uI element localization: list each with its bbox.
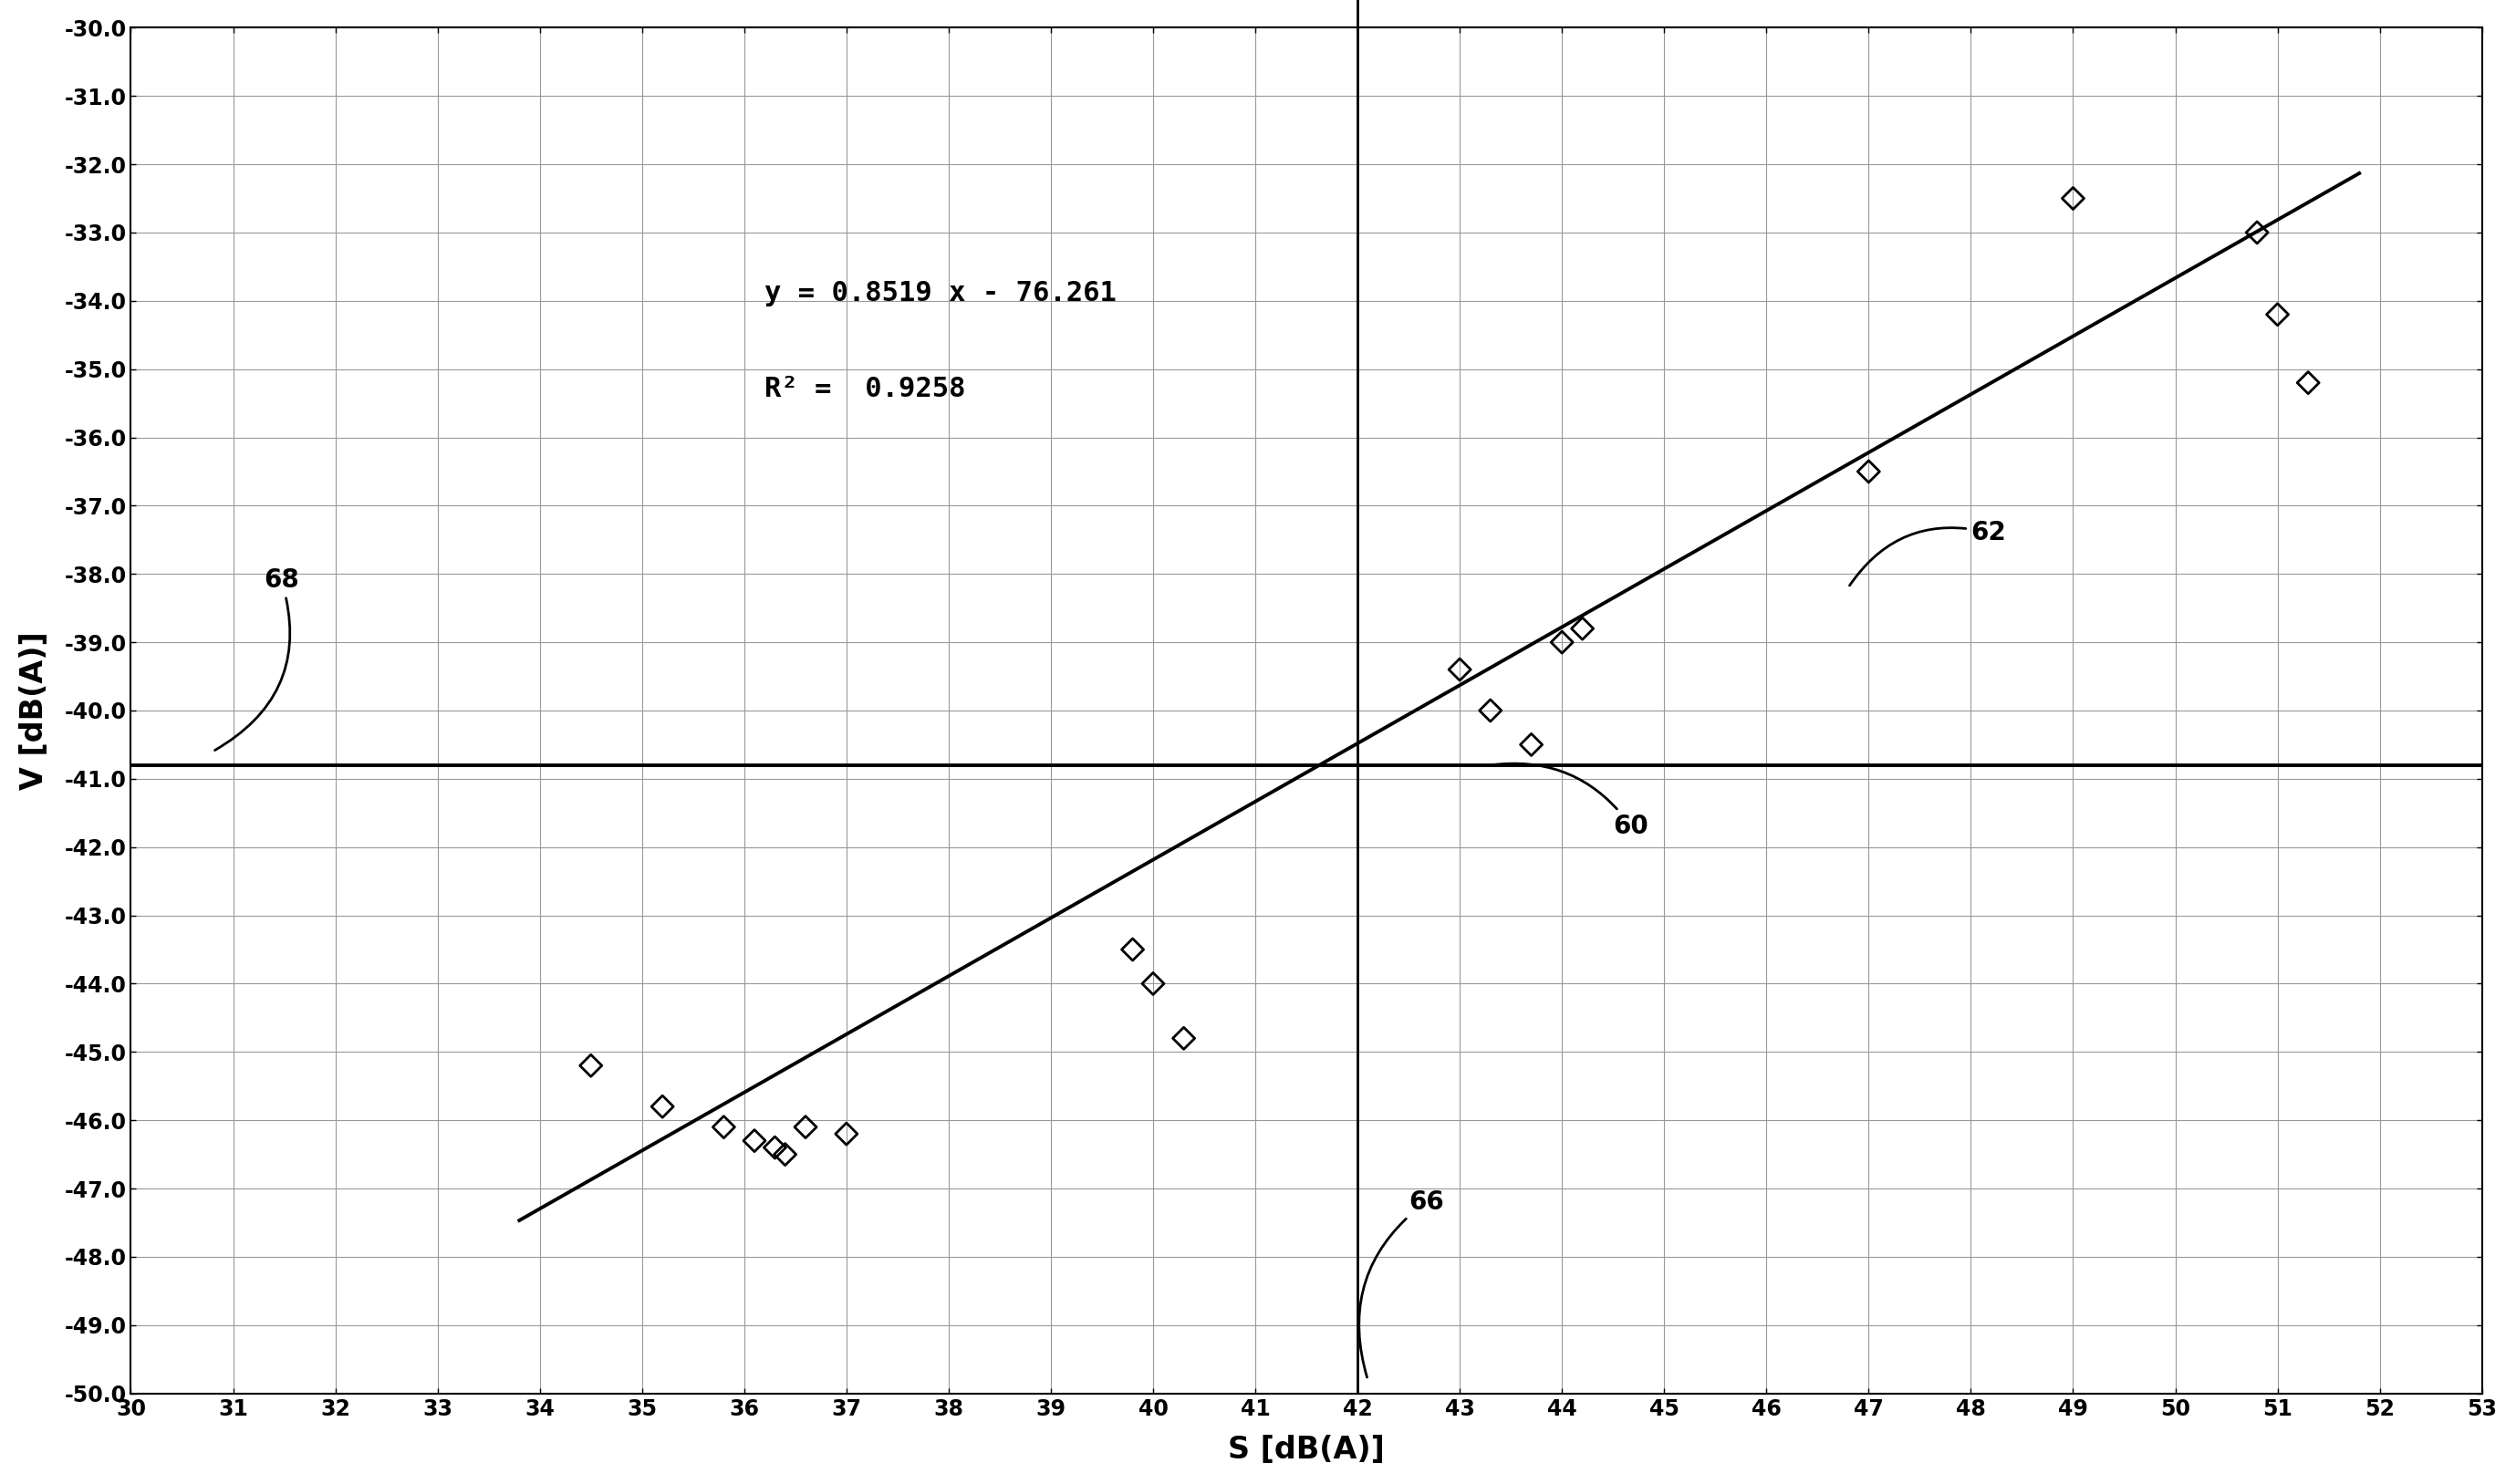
Point [1849,460,1890,484]
Text: 62: 62 [1849,519,2005,586]
Text: 66: 66 [1359,1189,1444,1377]
Point [2237,221,2277,245]
Point [642,1095,682,1119]
Point [825,1122,866,1146]
Point [765,1143,805,1166]
Point [2287,371,2327,395]
Point [755,1135,795,1159]
Point [735,1129,775,1153]
Point [785,1114,825,1138]
Point [1439,657,1479,681]
Point [1562,617,1603,641]
Point [2053,187,2093,211]
Text: 68: 68 [214,567,299,751]
Point [1162,1027,1203,1051]
Text: y = 0.8519 x - 76.261: y = 0.8519 x - 76.261 [765,280,1117,306]
Point [571,1054,611,1077]
Text: 60: 60 [1492,764,1648,838]
Y-axis label: V [dB(A)]: V [dB(A)] [20,631,50,789]
Point [1469,699,1510,723]
Point [1132,972,1172,996]
Point [1112,938,1152,962]
Point [704,1114,745,1138]
X-axis label: S [dB(A)]: S [dB(A)] [1228,1435,1384,1465]
Point [2257,303,2297,326]
Point [1542,631,1583,654]
Point [1512,733,1552,757]
Text: R² =  0.9258: R² = 0.9258 [765,375,966,402]
